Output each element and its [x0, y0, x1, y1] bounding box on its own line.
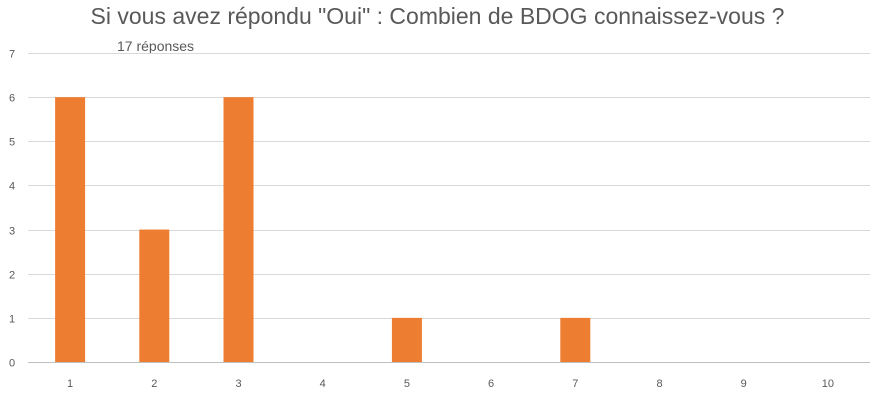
chart-title: Si vous avez répondu "Oui" : Combien de …	[90, 3, 785, 29]
bar	[560, 317, 591, 362]
y-tick-label: 4	[9, 181, 15, 193]
y-tick-label: 7	[9, 49, 15, 61]
x-tick-label: 4	[320, 378, 326, 390]
x-tick-label: 7	[572, 378, 578, 390]
y-tick-label: 6	[9, 93, 15, 105]
bar	[55, 97, 86, 363]
chart-subtitle: 17 réponses	[117, 38, 195, 54]
x-tick-label: 1	[67, 378, 73, 390]
x-tick-label: 5	[404, 378, 410, 390]
y-tick-label: 3	[9, 226, 15, 238]
bar	[223, 97, 254, 363]
x-tick-label: 8	[656, 378, 662, 390]
y-tick-label: 1	[9, 314, 15, 326]
y-tick-label: 5	[9, 137, 15, 149]
bar	[139, 229, 170, 362]
bar	[391, 317, 422, 362]
x-tick-label: 2	[151, 378, 157, 390]
x-tick-label: 6	[488, 378, 494, 390]
x-tick-label: 9	[741, 378, 747, 390]
x-tick-label: 10	[822, 378, 834, 390]
x-tick-label: 3	[235, 378, 241, 390]
y-tick-label: 2	[9, 270, 15, 282]
y-tick-label: 0	[9, 358, 15, 370]
